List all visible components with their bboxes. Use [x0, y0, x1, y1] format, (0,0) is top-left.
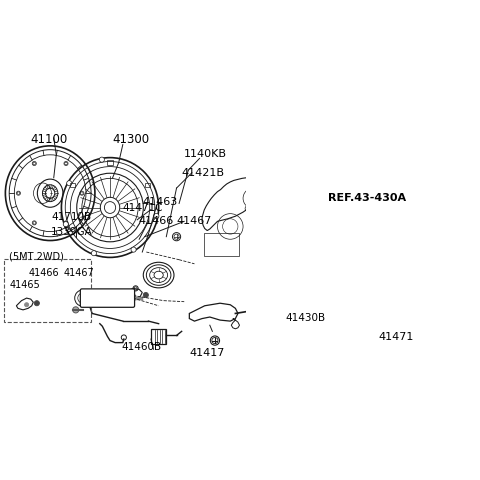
Text: (5MT 2WD): (5MT 2WD) [9, 251, 64, 261]
Text: 41430B: 41430B [286, 312, 325, 322]
FancyBboxPatch shape [80, 289, 134, 308]
Circle shape [91, 251, 96, 256]
Text: 41465: 41465 [9, 279, 40, 289]
Text: 1140KB: 1140KB [184, 149, 227, 159]
Circle shape [154, 214, 159, 219]
Text: 41466: 41466 [28, 268, 59, 278]
Text: 41471: 41471 [379, 332, 414, 342]
Circle shape [67, 181, 72, 186]
Text: 41467: 41467 [177, 215, 212, 225]
Circle shape [144, 293, 148, 298]
Text: 41300: 41300 [113, 132, 150, 145]
Text: 41421B: 41421B [181, 167, 225, 177]
Text: REF.43-430A: REF.43-430A [327, 193, 406, 203]
Text: 41466: 41466 [138, 215, 173, 225]
Text: 41100: 41100 [31, 132, 68, 145]
Polygon shape [151, 329, 166, 345]
Circle shape [132, 295, 136, 299]
Circle shape [63, 222, 68, 227]
Circle shape [24, 303, 29, 307]
Text: 41467: 41467 [64, 268, 95, 278]
Text: 1339GA: 1339GA [51, 227, 93, 237]
Circle shape [75, 290, 91, 307]
Circle shape [131, 248, 136, 252]
Circle shape [99, 158, 105, 163]
Circle shape [72, 307, 79, 313]
Text: 41471C: 41471C [123, 203, 163, 213]
Text: 41463: 41463 [142, 196, 178, 206]
Text: 41710B: 41710B [51, 212, 91, 222]
Circle shape [34, 301, 39, 306]
Text: 41460B: 41460B [122, 341, 162, 351]
Text: 41417: 41417 [189, 347, 225, 357]
